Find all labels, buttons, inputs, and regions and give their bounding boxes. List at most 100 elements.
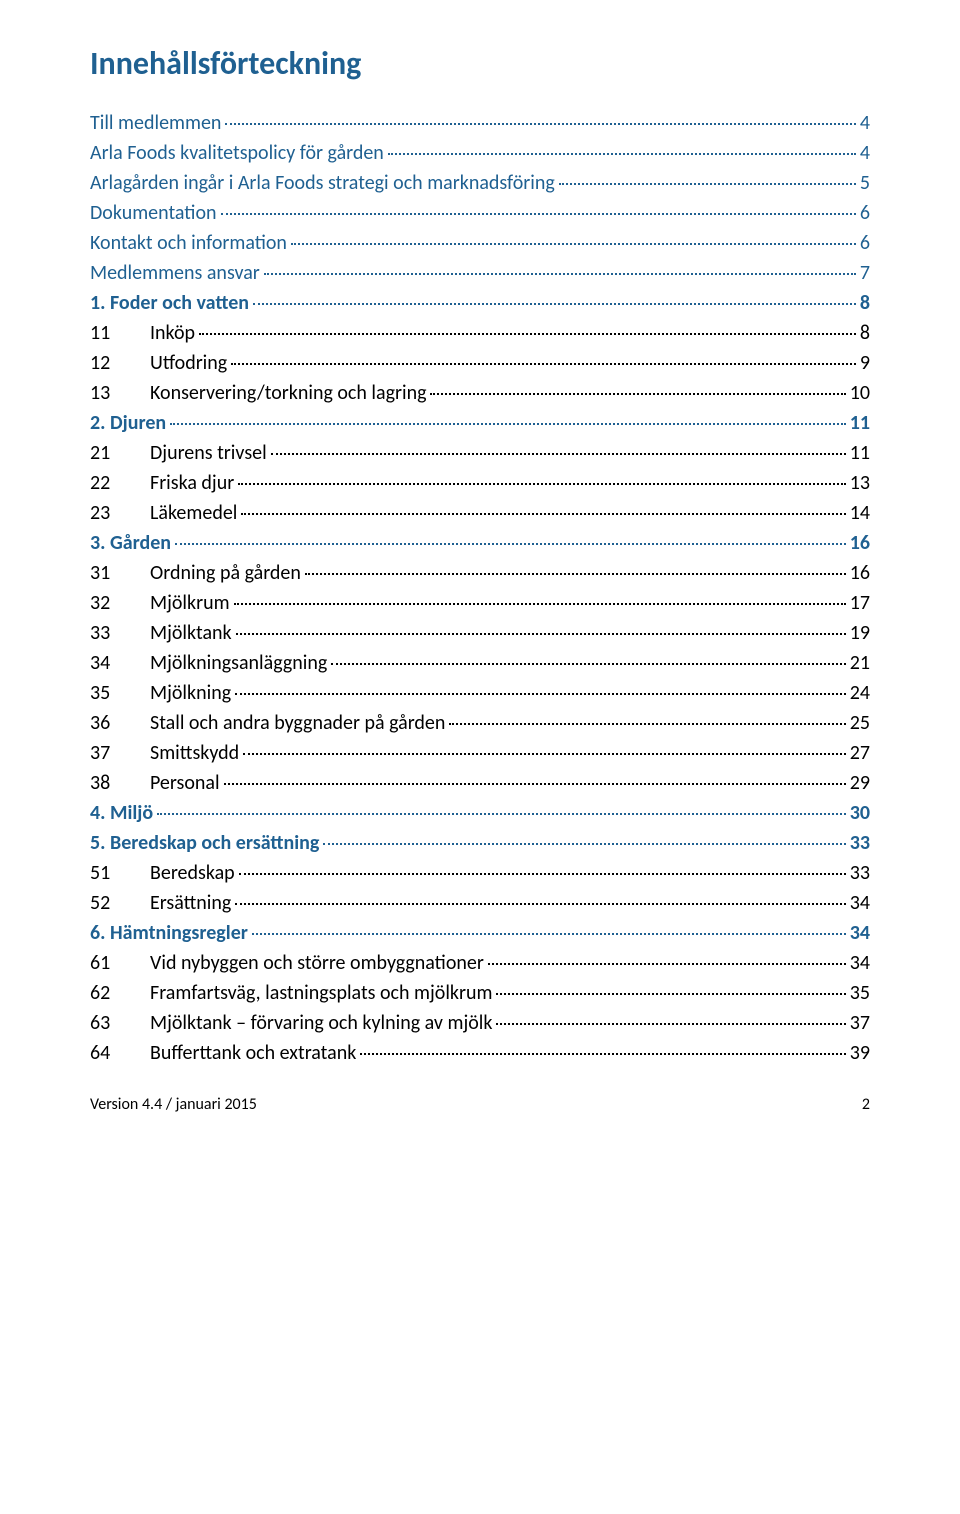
- toc-entry-page: 30: [850, 801, 870, 825]
- toc-leader: [235, 693, 846, 695]
- toc-entry-level2: 13Konservering/torkning och lagring10: [90, 381, 870, 405]
- toc-entry-page: 8: [860, 291, 870, 315]
- toc-entry-page: 19: [850, 621, 870, 645]
- toc-entry-level1: 1. Foder och vatten8: [90, 291, 870, 315]
- toc-entry-label: Bufferttank och extratank: [150, 1041, 356, 1065]
- toc-entry-page: 25: [850, 711, 870, 735]
- toc-entry-number: 32: [90, 591, 150, 615]
- toc-leader: [234, 603, 846, 605]
- toc-entry-label: Medlemmens ansvar: [90, 261, 260, 285]
- toc-entry-level2: 23Läkemedel14: [90, 501, 870, 525]
- toc-leader: [199, 333, 856, 335]
- toc-leader: [253, 303, 856, 305]
- toc-entry-page: 21: [850, 651, 870, 675]
- toc-entry-label: Djurens trivsel: [150, 441, 267, 465]
- toc-entry-label: Framfartsväg, lastningsplats och mjölkru…: [150, 981, 492, 1005]
- toc-entry-label: 6. Hämtningsregler: [90, 921, 248, 945]
- toc-entry-page: 17: [850, 591, 870, 615]
- toc-leader: [291, 243, 856, 245]
- toc-leader: [238, 483, 846, 485]
- toc-entry-number: 64: [90, 1041, 150, 1065]
- toc-leader: [323, 843, 845, 845]
- toc-entry-label: Beredskap: [150, 861, 235, 885]
- toc-entry-label: Vid nybyggen och större ombyggnationer: [150, 951, 484, 975]
- toc-entry-page: 24: [850, 681, 870, 705]
- toc-leader: [449, 723, 845, 725]
- toc-entry-page: 16: [850, 531, 870, 555]
- toc-leader: [225, 123, 855, 125]
- toc-entry-level1: 6. Hämtningsregler34: [90, 921, 870, 945]
- toc-entry-level2: 38Personal29: [90, 771, 870, 795]
- toc-entry-page: 9: [860, 351, 870, 375]
- toc-entry-page: 4: [860, 141, 870, 165]
- toc-entry-number: 11: [90, 321, 150, 345]
- toc-entry-level1: Arlagården ingår i Arla Foods strategi o…: [90, 171, 870, 195]
- toc-leader: [236, 633, 846, 635]
- toc-entry-level2: 34Mjölkningsanläggning21: [90, 651, 870, 675]
- toc-leader: [243, 753, 846, 755]
- toc-leader: [360, 1053, 845, 1055]
- toc-entry-page: 8: [860, 321, 870, 345]
- toc-entry-number: 63: [90, 1011, 150, 1035]
- toc-entry-page: 16: [850, 561, 870, 585]
- toc-leader: [559, 183, 856, 185]
- toc-entry-level2: 51Beredskap 33: [90, 861, 870, 885]
- toc-entry-number: 36: [90, 711, 150, 735]
- toc-leader: [388, 153, 856, 155]
- toc-entry-label: Till medlemmen: [90, 111, 221, 135]
- toc-entry-label: Konservering/torkning och lagring: [150, 381, 426, 405]
- toc-leader: [430, 393, 845, 395]
- toc-entry-number: 21: [90, 441, 150, 465]
- toc-entry-page: 7: [860, 261, 870, 285]
- footer-version: Version 4.4 / januari 2015: [90, 1095, 257, 1114]
- toc-entry-level2: 22Friska djur 13: [90, 471, 870, 495]
- toc-leader: [271, 453, 846, 455]
- toc-leader: [488, 963, 846, 965]
- toc-entry-number: 22: [90, 471, 150, 495]
- toc-entry-page: 27: [850, 741, 870, 765]
- toc-entry-level1: 2. Djuren11: [90, 411, 870, 435]
- toc-leader: [252, 933, 846, 935]
- toc-entry-number: 51: [90, 861, 150, 885]
- toc-entry-number: 33: [90, 621, 150, 645]
- toc-entry-label: Friska djur: [150, 471, 234, 495]
- toc-leader: [496, 1023, 845, 1025]
- toc-leader: [224, 783, 846, 785]
- toc-leader: [235, 903, 845, 905]
- toc-entry-level2: 33Mjölktank19: [90, 621, 870, 645]
- toc-entry-level1: Till medlemmen4: [90, 111, 870, 135]
- toc-entry-page: 13: [850, 471, 870, 495]
- toc-entry-level2: 52Ersättning34: [90, 891, 870, 915]
- toc-entry-level1: 4. Miljö30: [90, 801, 870, 825]
- toc-leader: [175, 543, 846, 545]
- toc-entry-label: 3. Gården: [90, 531, 171, 555]
- toc-leader: [221, 213, 856, 215]
- toc-entry-level2: 64Bufferttank och extratank39: [90, 1041, 870, 1065]
- toc-leader: [239, 873, 846, 875]
- toc-entry-page: 35: [850, 981, 870, 1005]
- toc-leader: [496, 993, 845, 995]
- toc-entry-number: 38: [90, 771, 150, 795]
- toc-entry-label: Kontakt och information: [90, 231, 287, 255]
- toc-entry-label: Mjölkning: [150, 681, 231, 705]
- toc-entry-label: Arla Foods kvalitetspolicy för gården: [90, 141, 384, 165]
- toc-entry-label: 5. Beredskap och ersättning: [90, 831, 319, 855]
- toc-entry-level1: Medlemmens ansvar 7: [90, 261, 870, 285]
- toc-entry-page: 33: [850, 861, 870, 885]
- toc-entry-label: Läkemedel: [150, 501, 237, 525]
- toc-entry-page: 29: [850, 771, 870, 795]
- toc-entry-level2: 61Vid nybyggen och större ombyggnationer…: [90, 951, 870, 975]
- toc-leader: [241, 513, 845, 515]
- toc-entry-page: 33: [850, 831, 870, 855]
- toc-leader: [305, 573, 846, 575]
- toc-entry-page: 5: [860, 171, 870, 195]
- toc-entry-page: 6: [860, 231, 870, 255]
- toc-entry-level2: 36Stall och andra byggnader på gården 25: [90, 711, 870, 735]
- toc-entry-level1: Arla Foods kvalitetspolicy för gården 4: [90, 141, 870, 165]
- toc-entry-number: 62: [90, 981, 150, 1005]
- toc-entry-number: 61: [90, 951, 150, 975]
- toc-entry-label: Stall och andra byggnader på gården: [150, 711, 445, 735]
- toc-leader: [170, 423, 846, 425]
- toc-entry-label: Arlagården ingår i Arla Foods strategi o…: [90, 171, 555, 195]
- toc-entry-label: Mjölkningsanläggning: [150, 651, 327, 675]
